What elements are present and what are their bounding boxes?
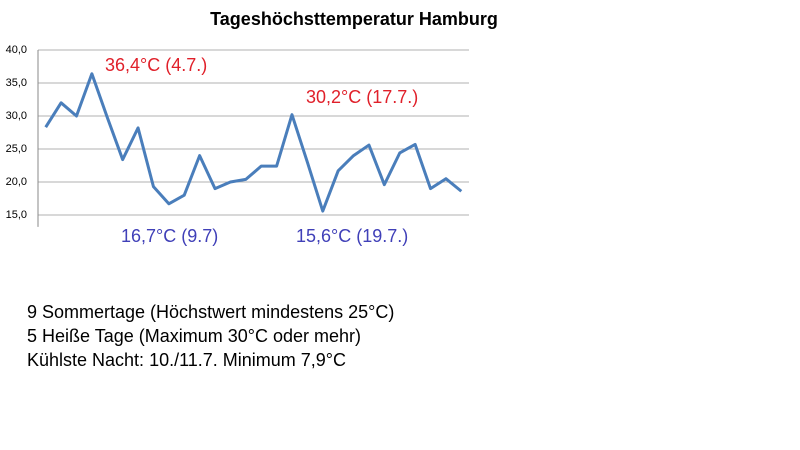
- note: Kühlste Nacht: 10./11.7. Minimum 7,9°C: [27, 350, 346, 370]
- y-tick-label: 15,0: [6, 209, 27, 221]
- annotation: 15,6°C (19.7.): [296, 226, 408, 246]
- note: 9 Sommertage (Höchstwert mindestens 25°C…: [27, 302, 394, 322]
- annotation: 36,4°C (4.7.): [105, 55, 207, 75]
- y-tick-label: 35,0: [6, 77, 27, 89]
- y-tick-label: 20,0: [6, 176, 27, 188]
- annotation: 16,7°C (9.7): [121, 226, 218, 246]
- y-tick-label: 30,0: [6, 110, 27, 122]
- chart-title: Tageshöchsttemperatur Hamburg: [210, 9, 498, 29]
- y-tick-label: 25,0: [6, 143, 27, 155]
- annotation: 30,2°C (17.7.): [306, 87, 418, 107]
- y-tick-label: 40,0: [6, 44, 27, 56]
- line: [44, 72, 463, 213]
- note: 5 Heiße Tage (Maximum 30°C oder mehr): [27, 326, 361, 346]
